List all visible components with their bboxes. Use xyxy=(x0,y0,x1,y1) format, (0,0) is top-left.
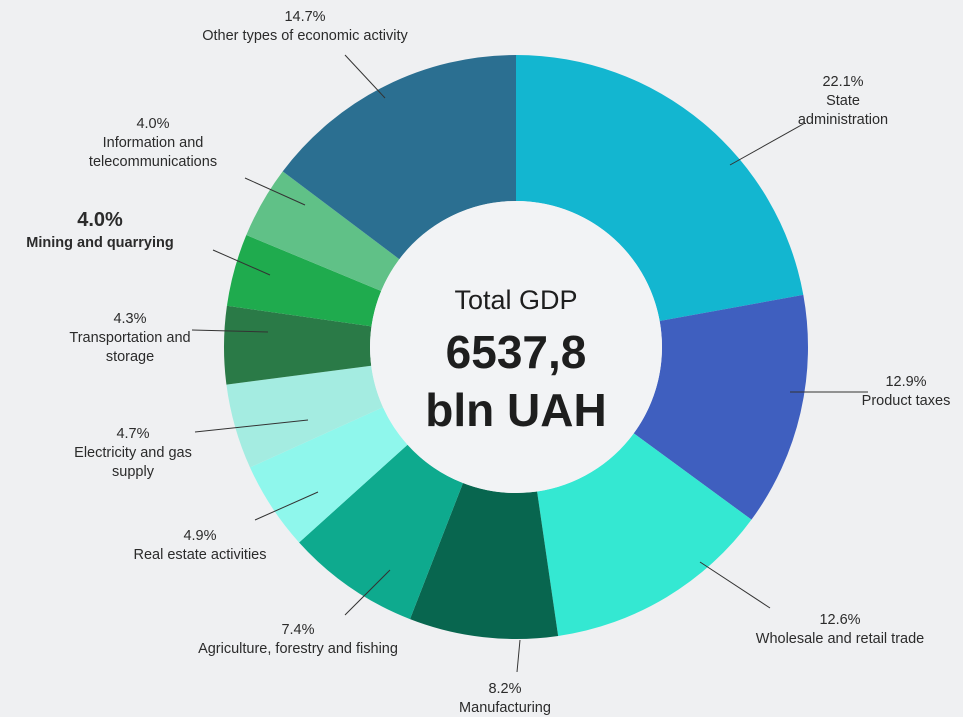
value-label: 4.7% xyxy=(116,426,150,442)
donut-slice xyxy=(226,235,382,327)
slice-label: 4.3% Transportation and storage xyxy=(68,310,193,367)
value-label: 8.2% xyxy=(488,681,522,697)
slice-label: 12.6% Wholesale and retail trade xyxy=(730,611,950,649)
donut-slice xyxy=(246,171,400,292)
leader-line xyxy=(254,491,319,521)
category-label: Mining and quarrying xyxy=(26,235,174,251)
slice-label: 12.9% Product taxes xyxy=(846,373,963,411)
category-label: Agriculture, forestry and fishing xyxy=(198,641,398,657)
leader-line xyxy=(194,419,309,433)
donut-slice xyxy=(410,483,559,639)
slice-label: 14.7% Other types of economic activity xyxy=(165,8,445,46)
donut-slice xyxy=(537,433,752,636)
category-label: Information and telecommunications xyxy=(88,135,218,170)
category-label: Electricity and gas supply xyxy=(74,445,192,480)
slice-label: 22.1% State administration xyxy=(783,73,903,130)
center-value: 6537,8 xyxy=(445,326,587,378)
category-label: State administration xyxy=(797,93,889,128)
leader-line xyxy=(516,639,521,673)
category-label: Wholesale and retail trade xyxy=(755,631,925,647)
leader-line xyxy=(699,561,771,609)
donut-slice xyxy=(516,55,804,321)
value-label: 4.3% xyxy=(113,311,147,327)
slice-label: 4.0% Information and telecommunications xyxy=(66,115,241,172)
leader-line xyxy=(344,569,391,616)
value-label: 12.6% xyxy=(819,612,861,628)
donut-hole xyxy=(370,201,662,493)
center-unit: bln UAH xyxy=(425,384,607,436)
slice-label: 8.2% Manufacturing xyxy=(435,680,575,717)
leader-line xyxy=(729,122,806,166)
donut-slice xyxy=(282,55,516,260)
value-label: 14.7% xyxy=(284,9,326,25)
slice-label: 4.7% Electricity and gas supply xyxy=(73,425,193,482)
leader-line xyxy=(244,177,306,206)
leader-line xyxy=(191,329,269,333)
category-label: Manufacturing xyxy=(459,700,551,716)
leader-line xyxy=(344,54,386,99)
value-label: 4.0% xyxy=(136,116,170,132)
category-label: Real estate activities xyxy=(133,547,267,563)
value-label: 4.0% xyxy=(77,209,123,231)
slice-label: 7.4% Agriculture, forestry and fishing xyxy=(163,621,433,659)
donut-slice xyxy=(223,305,372,385)
donut-slice xyxy=(226,365,383,468)
category-label: Transportation and storage xyxy=(69,330,191,365)
donut-slice xyxy=(633,294,808,520)
slice-label: 4.0% Mining and quarrying xyxy=(0,206,200,253)
value-label: 22.1% xyxy=(822,74,864,90)
donut-slice xyxy=(299,444,464,620)
category-label: Product taxes xyxy=(861,393,951,409)
donut-slice xyxy=(249,407,408,543)
category-label: Other types of economic activity xyxy=(202,28,408,44)
value-label: 7.4% xyxy=(281,622,315,638)
slice-label: 4.9% Real estate activities xyxy=(100,527,300,565)
value-label: 12.9% xyxy=(885,374,927,390)
center-label: Total GDP xyxy=(454,285,578,315)
leader-line xyxy=(212,249,271,276)
value-label: 4.9% xyxy=(183,528,217,544)
